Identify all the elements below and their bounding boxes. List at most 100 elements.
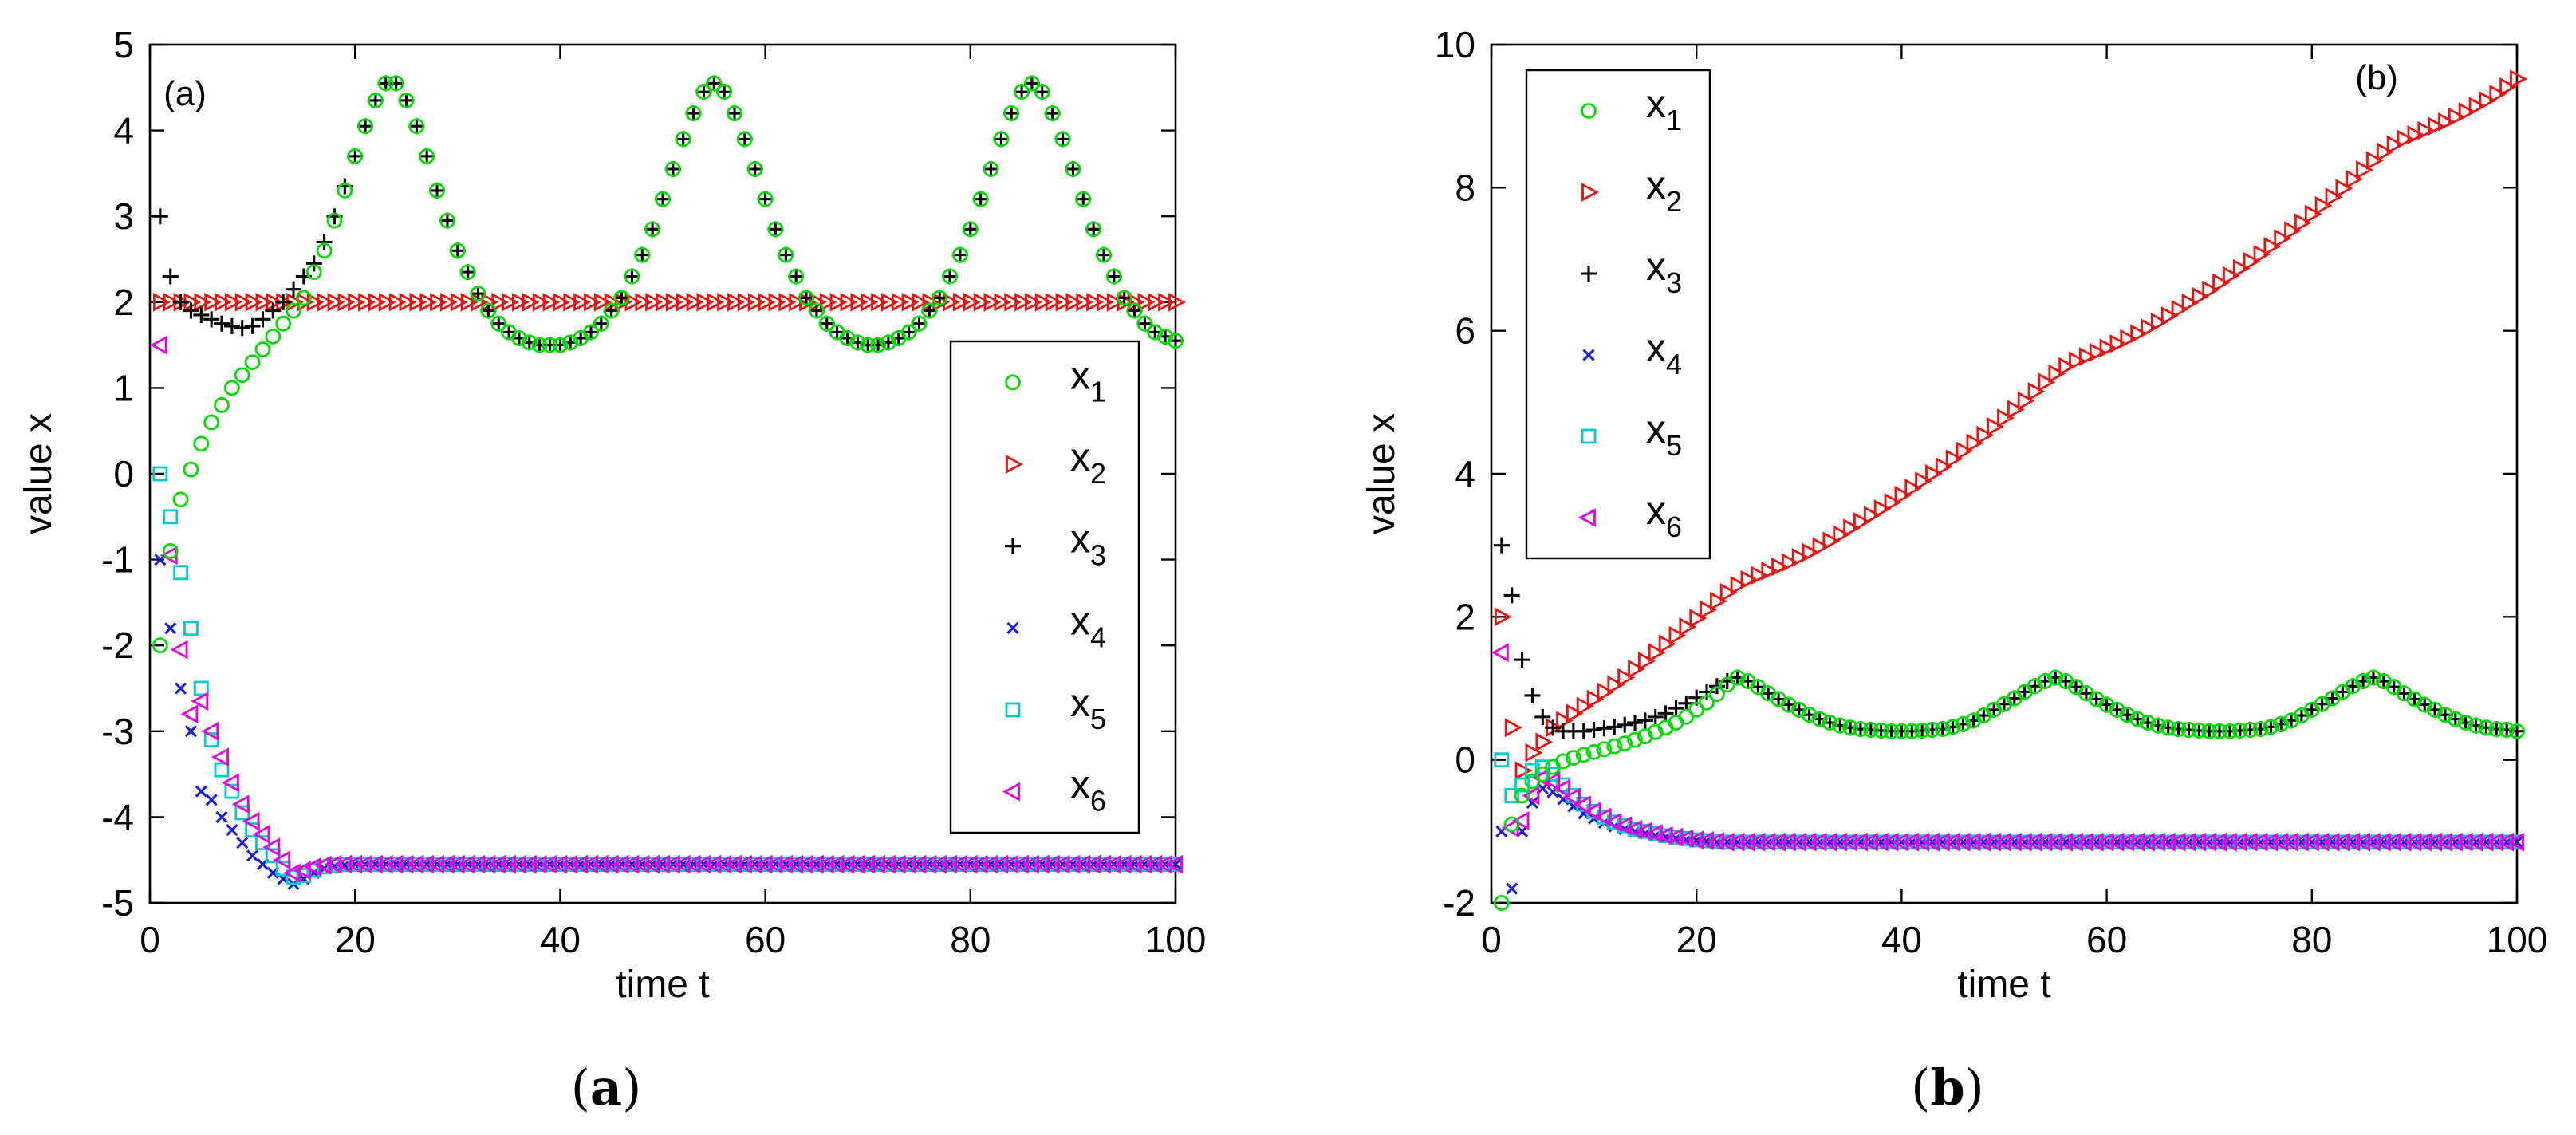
charta-x6-point-54	[703, 854, 722, 874]
chartb-x1-point-64	[2149, 717, 2166, 734]
chartb-x1-point-53	[2037, 673, 2054, 689]
charta-x2-point-84	[1014, 292, 1033, 312]
charta-x6-point-28	[437, 854, 455, 874]
charta-x1-point-50	[664, 161, 681, 177]
charta-x3-point-93	[1105, 268, 1122, 285]
charta-x2-point-34	[502, 292, 520, 312]
chartb-x6-point-31	[1809, 832, 1827, 852]
charta-x6-point-96	[1134, 854, 1152, 874]
charta-x3-point-86	[1034, 84, 1050, 100]
charta-x1-point-54	[706, 75, 723, 92]
charta-x6-point-57	[734, 854, 752, 874]
charta-series-x3	[152, 75, 1184, 353]
charta-x1-point-68	[849, 334, 866, 351]
charta-x1-point-2	[172, 491, 189, 508]
charta-x2-point-61	[778, 292, 797, 312]
charta-x3-point-16	[316, 234, 333, 250]
charta-x6-point-80	[970, 854, 988, 874]
charta-x1-point-55	[716, 84, 733, 100]
charta-x1-point-9	[244, 354, 261, 371]
charta-x6-point-25	[406, 854, 424, 874]
chartb-x2-point-38	[1884, 493, 1902, 512]
chartb-legend-item-x4: x4	[1582, 325, 1682, 380]
chartb-legend-label-x1-base: x	[1646, 81, 1666, 126]
charta-x1-point-21	[368, 93, 384, 108]
chartb-x1-point-0	[1493, 895, 1510, 911]
chartb-x1-point-71	[2222, 723, 2238, 739]
chartb-data-markers	[1491, 69, 2527, 911]
charta-x2-point-62	[789, 292, 807, 312]
chartb-x6-point-77	[2281, 832, 2298, 852]
chartb-x2-point-39	[1894, 486, 1912, 505]
charta-x6-point-76	[929, 854, 947, 874]
caption-a: (a)	[571, 1058, 642, 1117]
caption-a-letter: a	[590, 1058, 622, 1117]
charta-x3-point-95	[1126, 302, 1143, 319]
chartb-x2-point-84	[2356, 160, 2374, 179]
chartb-legend-marker-x2	[1581, 183, 1599, 202]
charta-x3-point-61	[778, 246, 794, 263]
chartb-y-tick-label-1: 0	[1455, 739, 1475, 781]
charta-x2-point-56	[727, 292, 745, 312]
chartb-x2-point-41	[1915, 471, 1933, 491]
charta-x3-point-0	[152, 208, 168, 225]
chartb-x6-point-89	[2404, 832, 2422, 852]
charta-legend-item-x1: x1	[1005, 353, 1106, 408]
charta-x2-point-37	[532, 292, 550, 312]
charta-legend-item-x2: x2	[1006, 435, 1106, 490]
chartb-x6-point-97	[2486, 832, 2504, 852]
charta-x2-point-81	[983, 292, 1002, 312]
charta-legend-label-x4: x4	[1070, 598, 1106, 653]
charta-x2-point-5	[204, 292, 223, 312]
charta-x2-point-8	[234, 292, 253, 312]
charta-x6-point-52	[683, 854, 701, 874]
chartb-x2-point-87	[2386, 135, 2405, 155]
chartb-x1-point-95	[2468, 717, 2484, 734]
charta-x6-point-49	[652, 854, 670, 874]
charta-x3-point-45	[613, 290, 630, 306]
chartb-x-tick-label-1: 20	[1676, 919, 1717, 960]
chartb-x2-point-92	[2438, 112, 2456, 132]
charta-x2-point-47	[635, 292, 653, 312]
chartb-x1-point-8	[1575, 747, 1592, 763]
caption-a-close: )	[622, 1058, 641, 1117]
charta-x6-point-86	[1031, 854, 1050, 874]
charta-x-tick-label-4: 80	[950, 919, 991, 960]
charta-x1-point-75	[921, 302, 938, 319]
chartb-legend-label-x2-sub: 2	[1666, 185, 1682, 218]
charta-x1-point-62	[788, 268, 805, 285]
chartb-x3-point-96	[2478, 719, 2495, 736]
charta-x6-point-40	[560, 854, 578, 874]
chartb-x2-point-42	[1925, 464, 1943, 483]
charta-x6-point-24	[396, 854, 414, 874]
chartb-x6-point-65	[2157, 832, 2176, 852]
charta-x1-point-67	[839, 330, 856, 346]
charta-x2-point-98	[1158, 292, 1176, 312]
charta-x2-point-89	[1065, 292, 1084, 312]
charta-x6-point-82	[991, 854, 1009, 874]
chartb-series-x6	[1491, 643, 2524, 852]
chartb-x2-point-94	[2458, 102, 2476, 122]
chartb-x2-point-89	[2407, 125, 2425, 144]
chartb-x2-point-13	[1628, 659, 1645, 679]
charta-x2-point-7	[224, 292, 242, 312]
chartb-x2-point-75	[2263, 237, 2282, 256]
chartb-x6-point-28	[1778, 832, 1796, 852]
chartb-x2-point-12	[1617, 668, 1636, 688]
chartb-x1-point-93	[2447, 711, 2464, 727]
chartb-x2-point-22	[1719, 582, 1738, 602]
chartb-x1-point-43	[1934, 721, 1951, 738]
charta-x3-point-59	[757, 191, 774, 207]
charta-x6-point-89	[1062, 854, 1081, 874]
charta-x6-point-20	[355, 854, 372, 874]
chartb-x2-point-8	[1576, 696, 1594, 716]
charta-panel-label: (a)	[163, 74, 207, 113]
charta-x1-point-92	[1096, 246, 1112, 263]
charta-x6-point-14	[293, 861, 311, 880]
charta-x6-point-78	[950, 854, 967, 874]
charta-x-tick-label-1: 20	[335, 919, 376, 960]
charta-x1-point-10	[254, 341, 271, 357]
charta-x3-point-62	[788, 268, 805, 285]
charta-x2-point-30	[460, 292, 479, 312]
